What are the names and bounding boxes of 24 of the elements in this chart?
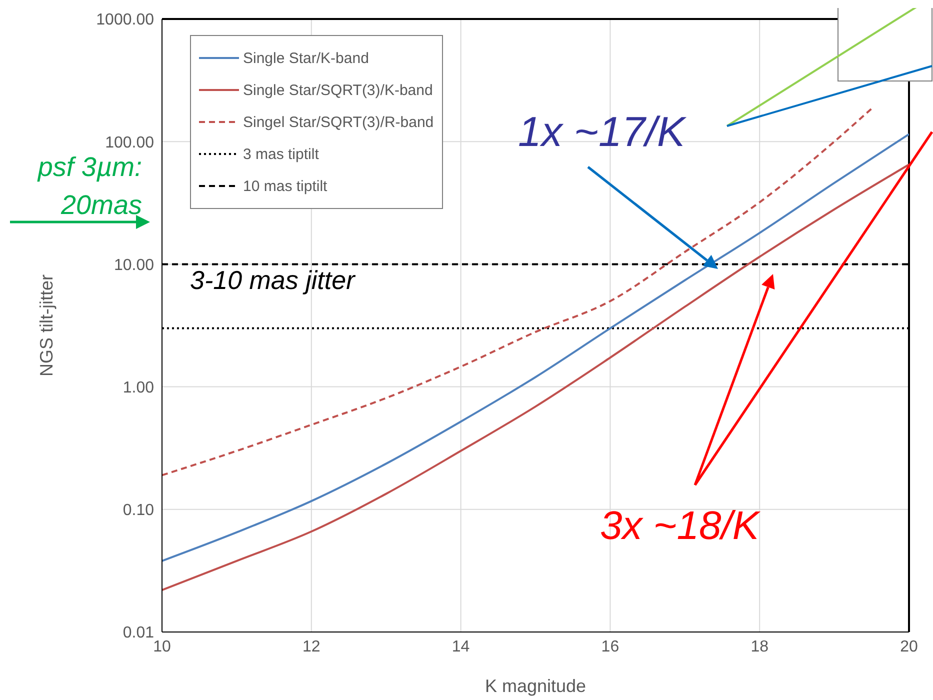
x-tick-label: 18 bbox=[750, 638, 769, 656]
y-tick-label: 100.00 bbox=[105, 134, 154, 152]
x-axis-title: K magnitude bbox=[484, 676, 586, 696]
y-axis-title: NGS tilt-jitter bbox=[36, 274, 56, 377]
x-tick-label: 10 bbox=[153, 638, 171, 656]
y-tick-label: 0.10 bbox=[122, 502, 154, 520]
annotation: 1x ~17/K bbox=[518, 108, 685, 156]
y-tick-label: 0.01 bbox=[122, 624, 154, 642]
text: psf 3µm: 20mas bbox=[38, 152, 142, 220]
y-tick-label: 1.00 bbox=[122, 379, 154, 396]
legend-label: 10 mas tiptilt bbox=[243, 178, 328, 194]
x-tick-label: 20 bbox=[900, 638, 918, 656]
y-tick-label: 10.00 bbox=[114, 256, 154, 274]
legend-label: Single Star/SQRT(3)/K-band bbox=[243, 82, 433, 98]
y-tick-label: 1000.00 bbox=[96, 12, 154, 29]
x-tick-label: 12 bbox=[302, 638, 320, 656]
legend-label: Singel Star/SQRT(3)/R-band bbox=[243, 114, 434, 130]
annotation: 3x ~18/K bbox=[600, 504, 760, 549]
x-tick-label: 16 bbox=[601, 638, 620, 656]
x-tick-label: 14 bbox=[452, 638, 470, 656]
line-series bbox=[162, 108, 873, 476]
legend-label: 3 mas tiptilt bbox=[243, 146, 319, 162]
legend-label: Single Star/K-band bbox=[243, 50, 369, 66]
annotation: 3-10 mas jitter bbox=[190, 265, 355, 296]
